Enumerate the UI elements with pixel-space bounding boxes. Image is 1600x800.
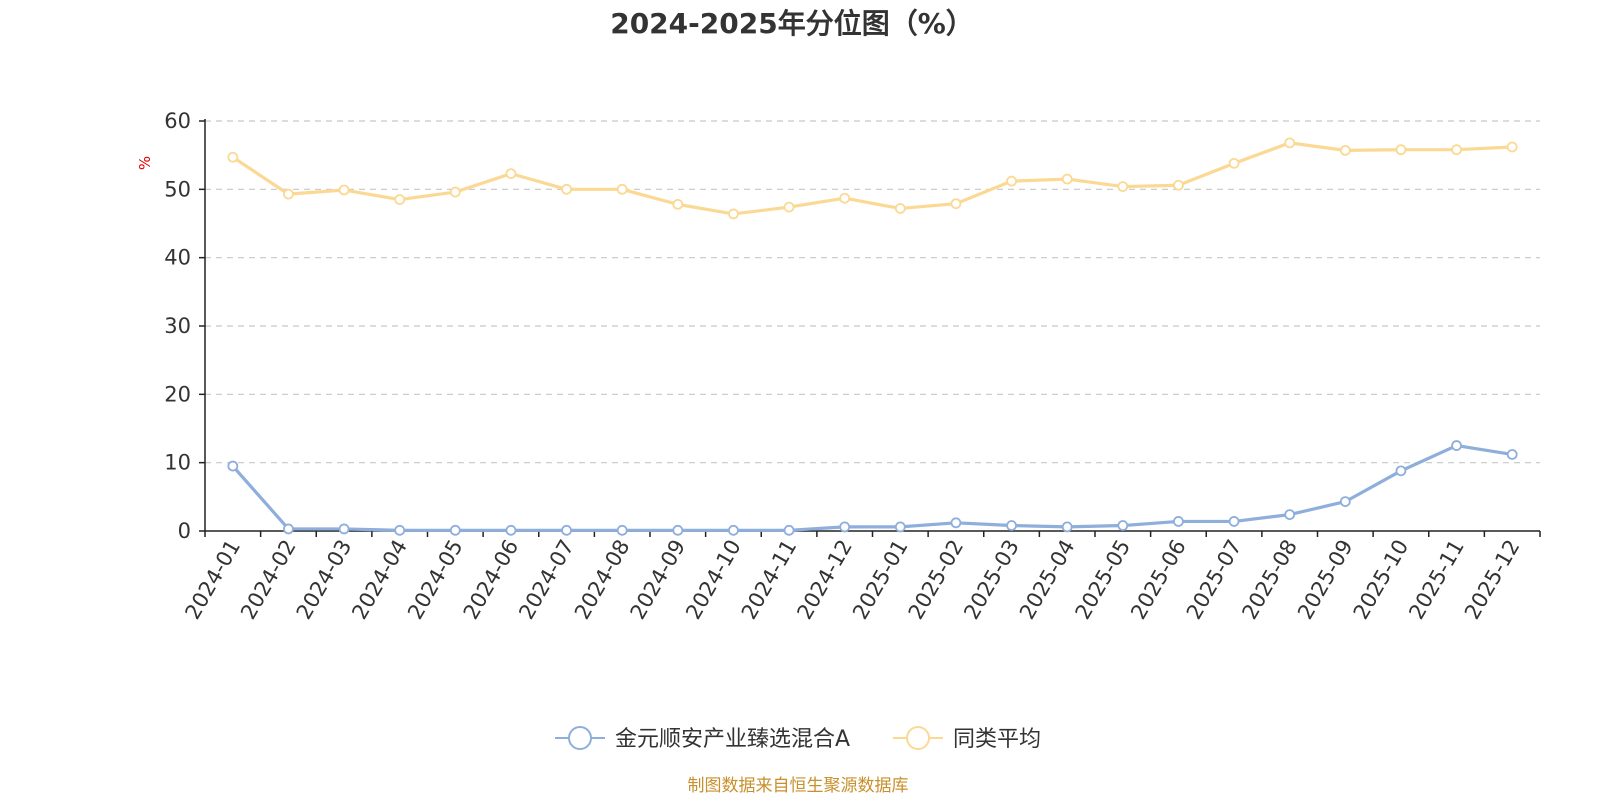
data-point[interactable] [449, 524, 461, 536]
x-tick-label: 2025-12 [1460, 536, 1525, 624]
series-line [231, 443, 1514, 532]
data-point[interactable] [1451, 144, 1462, 156]
series-group [227, 137, 1518, 536]
x-tick-label: 2024-02 [236, 536, 301, 624]
data-point[interactable] [672, 524, 684, 536]
data-point[interactable] [950, 198, 962, 210]
x-tick-label: 2024-07 [514, 536, 579, 624]
data-point[interactable] [1451, 440, 1462, 451]
data-point[interactable] [561, 183, 572, 195]
data-point[interactable] [1006, 520, 1017, 531]
axes: 01020304050602024-012024-022024-032024-0… [164, 109, 1541, 624]
data-point[interactable] [338, 523, 350, 535]
x-tick-label: 2024-05 [403, 536, 468, 624]
series-1 [227, 137, 1518, 220]
data-point[interactable] [839, 521, 851, 533]
x-tick-label: 2025-11 [1404, 536, 1469, 624]
data-point[interactable] [283, 523, 294, 535]
grid-lines [205, 120, 1540, 464]
data-point[interactable] [227, 151, 239, 163]
data-point[interactable] [839, 192, 851, 204]
y-tick-label: 60 [164, 109, 191, 133]
data-point[interactable] [1061, 173, 1073, 185]
data-point[interactable] [1339, 496, 1351, 508]
data-point[interactable] [449, 186, 461, 198]
data-point[interactable] [1284, 137, 1296, 149]
legend-label: 金元顺安产业臻选混合A [615, 727, 850, 752]
x-tick-label: 2024-10 [681, 536, 746, 624]
data-point[interactable] [1395, 465, 1407, 477]
data-point[interactable] [1061, 521, 1073, 533]
data-point[interactable] [283, 188, 294, 200]
x-tick-label: 2025-04 [1015, 536, 1080, 624]
data-point[interactable] [728, 524, 739, 536]
data-point[interactable] [783, 201, 795, 213]
data-point[interactable] [894, 521, 906, 533]
data-point[interactable] [227, 460, 239, 472]
x-tick-label: 2025-06 [1126, 536, 1191, 624]
data-point[interactable] [505, 524, 517, 536]
data-source-note: 制图数据来自恒生聚源数据库 [688, 776, 909, 796]
x-tick-label: 2025-09 [1293, 536, 1358, 624]
legend-label: 同类平均 [953, 727, 1041, 752]
y-axis-unit-label: % [136, 156, 154, 170]
data-point[interactable] [1117, 181, 1129, 193]
data-point[interactable] [394, 524, 406, 536]
data-point[interactable] [1228, 157, 1240, 169]
data-point[interactable] [1228, 516, 1240, 527]
legend-item-0[interactable]: 金元顺安产业臻选混合A [555, 726, 850, 752]
x-tick-label: 2024-03 [292, 536, 357, 624]
data-point[interactable] [1339, 144, 1351, 156]
x-tick-label: 2024-01 [180, 536, 245, 624]
x-tick-label: 2025-02 [904, 536, 969, 624]
x-tick-label: 2024-12 [792, 536, 857, 624]
data-point[interactable] [894, 203, 906, 214]
data-point[interactable] [1117, 520, 1129, 531]
y-tick-label: 30 [164, 314, 191, 338]
x-tick-label: 2025-03 [959, 536, 1024, 624]
legend-marker-icon [906, 726, 930, 750]
data-point[interactable] [616, 183, 628, 195]
data-point[interactable] [1173, 179, 1184, 191]
data-point[interactable] [505, 168, 517, 180]
data-point[interactable] [338, 184, 350, 196]
data-point[interactable] [1006, 175, 1017, 187]
y-tick-label: 50 [164, 177, 191, 201]
data-point[interactable] [950, 517, 962, 529]
x-tick-label: 2024-09 [625, 536, 690, 624]
x-tick-label: 2024-06 [459, 536, 524, 624]
x-tick-label: 2024-11 [737, 536, 802, 624]
x-tick-label: 2024-08 [570, 536, 635, 624]
data-point[interactable] [616, 524, 628, 536]
x-tick-label: 2025-05 [1070, 536, 1135, 624]
x-tick-label: 2025-07 [1182, 536, 1247, 624]
y-tick-label: 10 [164, 451, 191, 475]
data-point[interactable] [394, 194, 406, 205]
series-0 [227, 440, 1518, 536]
data-point[interactable] [728, 208, 739, 220]
data-point[interactable] [672, 198, 684, 210]
y-tick-label: 0 [178, 519, 191, 543]
data-point[interactable] [1173, 516, 1184, 527]
data-point[interactable] [561, 524, 572, 536]
data-point[interactable] [783, 524, 795, 536]
y-tick-label: 40 [164, 246, 191, 270]
data-point[interactable] [1284, 509, 1296, 520]
legend-marker-icon [568, 726, 592, 750]
x-tick-label: 2025-01 [848, 536, 913, 624]
data-point[interactable] [1395, 144, 1407, 156]
x-tick-label: 2025-08 [1237, 536, 1302, 624]
data-point[interactable] [1506, 141, 1518, 153]
x-tick-label: 2025-10 [1349, 536, 1414, 624]
data-point[interactable] [1506, 449, 1518, 460]
legend-item-1[interactable]: 同类平均 [893, 726, 1041, 752]
series-line [231, 141, 1514, 216]
chart-title: 2024-2025年分位图（%） [610, 7, 974, 40]
x-tick-label: 2024-04 [347, 536, 412, 624]
y-tick-label: 20 [164, 382, 191, 406]
legend[interactable]: 金元顺安产业臻选混合A 同类平均 [555, 726, 1041, 752]
